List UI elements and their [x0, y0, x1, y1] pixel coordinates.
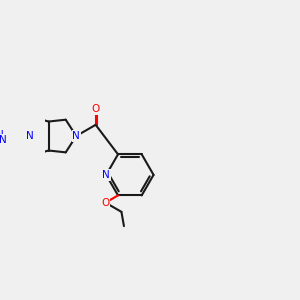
Text: N: N: [0, 135, 7, 145]
Text: N: N: [72, 131, 80, 141]
Text: O: O: [101, 198, 110, 208]
Text: N: N: [0, 130, 4, 140]
Text: N: N: [102, 170, 110, 180]
Text: O: O: [92, 104, 100, 114]
Text: N: N: [26, 131, 34, 141]
